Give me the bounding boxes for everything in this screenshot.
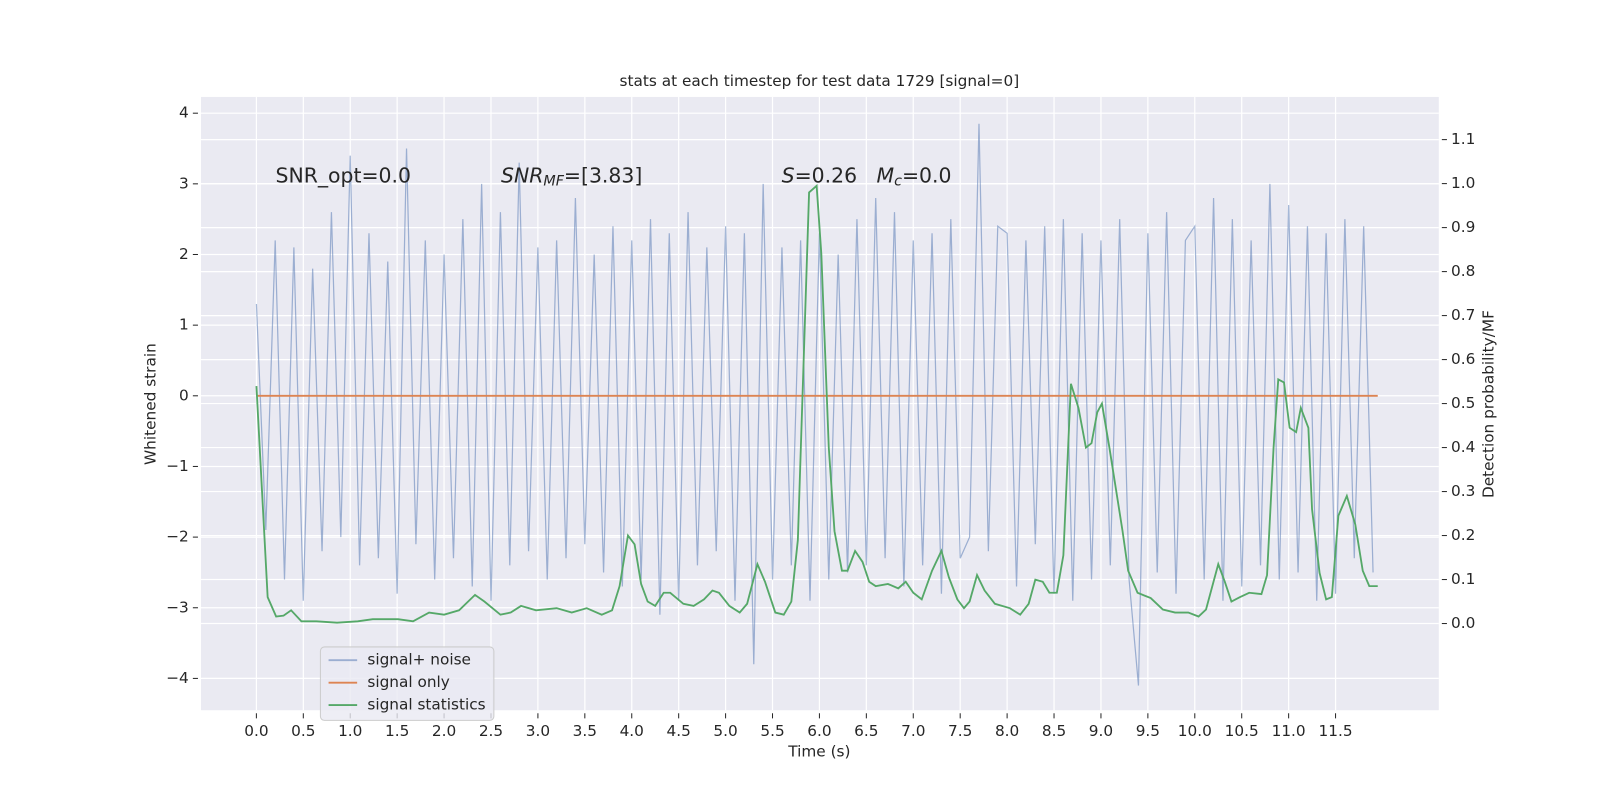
y-axis-label: Whitened strain [142, 343, 160, 465]
x-tick-label: 1.0 [338, 722, 362, 740]
annotation-part: S [782, 164, 795, 188]
x-tick-label: 2.0 [432, 722, 456, 740]
y-tick-label: 2 [179, 245, 189, 263]
annotation-part: M [877, 164, 895, 188]
annotation-part: MF [543, 174, 564, 190]
annotation: SNRMF=[3.83] [501, 164, 642, 190]
x-axis-label: Time (s) [787, 743, 850, 761]
x-tick-label: 8.0 [995, 722, 1019, 740]
y2-tick-label: 0.0 [1451, 614, 1475, 632]
y2-tick-label: 0.6 [1451, 350, 1475, 368]
x-tick-label: 7.0 [901, 722, 925, 740]
x-tick-label: 5.0 [713, 722, 737, 740]
annotation-part: SNR_opt=0.0 [276, 164, 412, 189]
x-tick-label: 8.5 [1042, 722, 1066, 740]
y2-tick-label: 0.5 [1451, 394, 1475, 412]
x-tick-label: 4.5 [667, 722, 691, 740]
annotation: S=0.26 Mc=0.0 [782, 164, 952, 190]
y2-tick-label: 0.9 [1451, 218, 1475, 236]
x-tick-label: 7.5 [948, 722, 972, 740]
y-tick-label: −4 [166, 669, 189, 687]
annotation-part: SNR [501, 164, 543, 188]
annotation: SNR_opt=0.0 [276, 164, 412, 189]
y2-tick-label: 1.0 [1451, 174, 1475, 192]
y2-tick-label: 0.7 [1451, 306, 1475, 324]
x-tick-label: 3.0 [526, 722, 550, 740]
x-tick-label: 4.0 [620, 722, 644, 740]
x-tick-label: 5.5 [760, 722, 784, 740]
y2-tick-label: 0.8 [1451, 262, 1475, 280]
x-tick-label: 10.0 [1178, 722, 1212, 740]
x-tick-label: 9.5 [1136, 722, 1160, 740]
annotation-part: =0.0 [902, 164, 952, 188]
y-tick-label: −1 [166, 457, 189, 475]
annotation-part: =0.26 [795, 164, 877, 188]
x-tick-label: 10.5 [1225, 722, 1259, 740]
legend-label: signal only [367, 673, 449, 691]
series-line [255, 123, 1374, 686]
x-tick-label: 9.0 [1089, 722, 1113, 740]
x-tick-label: 6.0 [807, 722, 831, 740]
y2-tick-label: 1.1 [1451, 130, 1475, 148]
y-tick-label: 1 [179, 316, 189, 334]
legend-label: signal statistics [367, 696, 485, 714]
legend-label: signal+ noise [367, 651, 471, 669]
y-tick-label: −2 [166, 528, 189, 546]
x-tick-label: 1.5 [385, 722, 409, 740]
x-tick-label: 0.0 [244, 722, 268, 740]
series-line [255, 183, 1378, 624]
y-tick-label: 0 [179, 386, 189, 404]
annotation-part: =[3.83] [564, 164, 642, 188]
legend-box [319, 646, 495, 721]
y-tick-label: 4 [179, 104, 189, 122]
y2-tick-label: 0.1 [1451, 570, 1475, 588]
y2-tick-label: 0.4 [1451, 438, 1475, 456]
x-tick-label: 11.5 [1319, 722, 1353, 740]
x-tick-label: 0.5 [291, 722, 315, 740]
x-tick-label: 6.5 [854, 722, 878, 740]
y-tick-label: 3 [179, 174, 189, 192]
y2-tick-label: 0.2 [1451, 526, 1475, 544]
x-tick-label: 3.5 [573, 722, 597, 740]
y2-axis-label: Detection probability/MF [1479, 310, 1497, 498]
x-tick-label: 2.5 [479, 722, 503, 740]
y2-tick-label: 0.3 [1451, 482, 1475, 500]
annotation-part: c [894, 174, 902, 190]
x-tick-label: 11.0 [1272, 722, 1306, 740]
chart-title: stats at each timestep for test data 172… [620, 72, 1020, 90]
y-tick-label: −3 [166, 598, 189, 616]
